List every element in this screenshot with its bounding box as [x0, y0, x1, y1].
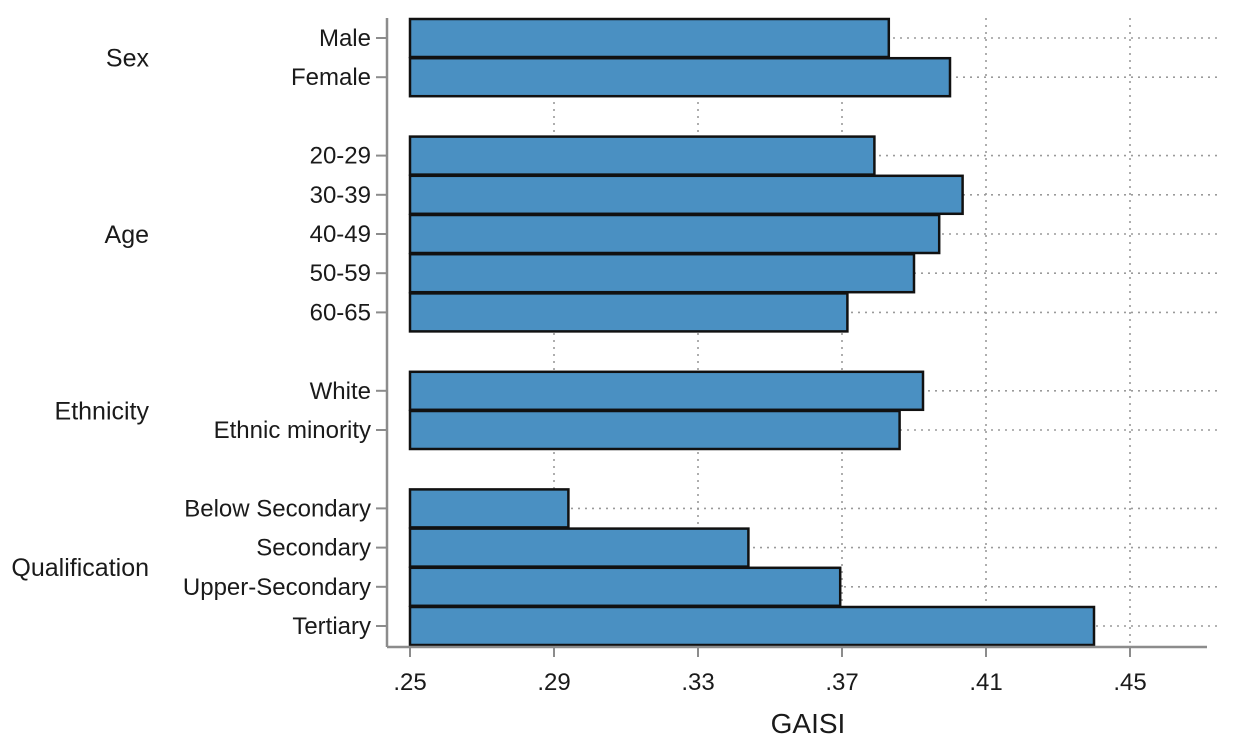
bar: [408, 174, 964, 216]
bar: [408, 292, 849, 333]
category-label: Ethnic minority: [214, 417, 371, 444]
category-label: Upper-Secondary: [183, 574, 371, 601]
x-tick-label: .41: [969, 669, 1002, 696]
bar: [408, 213, 941, 255]
group-label: Ethnicity: [55, 397, 150, 425]
group-label: Age: [105, 221, 149, 249]
category-label: 20-29: [310, 143, 371, 170]
x-tick-label: .37: [825, 669, 858, 696]
group-label: Qualification: [11, 554, 149, 582]
bar: [408, 17, 891, 59]
category-label: Secondary: [256, 535, 371, 562]
category-label: Male: [319, 25, 371, 52]
x-tick-label: .25: [393, 669, 426, 696]
bar: [408, 527, 750, 568]
category-label: 40-49: [310, 221, 371, 248]
bar: [408, 252, 916, 294]
bar: [408, 566, 842, 608]
category-label: White: [310, 378, 371, 405]
x-axis-title: GAISI: [771, 708, 846, 739]
bar: [408, 488, 570, 529]
axes: [376, 18, 1207, 657]
bars: [408, 17, 1096, 647]
bar: [408, 605, 1096, 647]
category-label: 30-39: [310, 182, 371, 209]
category-label: Tertiary: [292, 613, 371, 640]
category-label: 50-59: [310, 260, 371, 287]
category-label: Below Secondary: [184, 495, 371, 522]
bar: [408, 135, 876, 176]
bar: [408, 56, 952, 98]
x-tick-label: .45: [1113, 669, 1146, 696]
category-label: Female: [291, 64, 371, 91]
labels: .25 .29 .33 .37 .41 .45 Male Female 20-29 30-39 40…: [11, 25, 1146, 696]
bar: [408, 370, 925, 412]
category-label: 60-65: [310, 299, 371, 326]
x-tick-label: .29: [537, 669, 570, 696]
bar: [408, 409, 901, 451]
group-label: Sex: [106, 45, 150, 73]
x-tick-label: .33: [681, 669, 714, 696]
